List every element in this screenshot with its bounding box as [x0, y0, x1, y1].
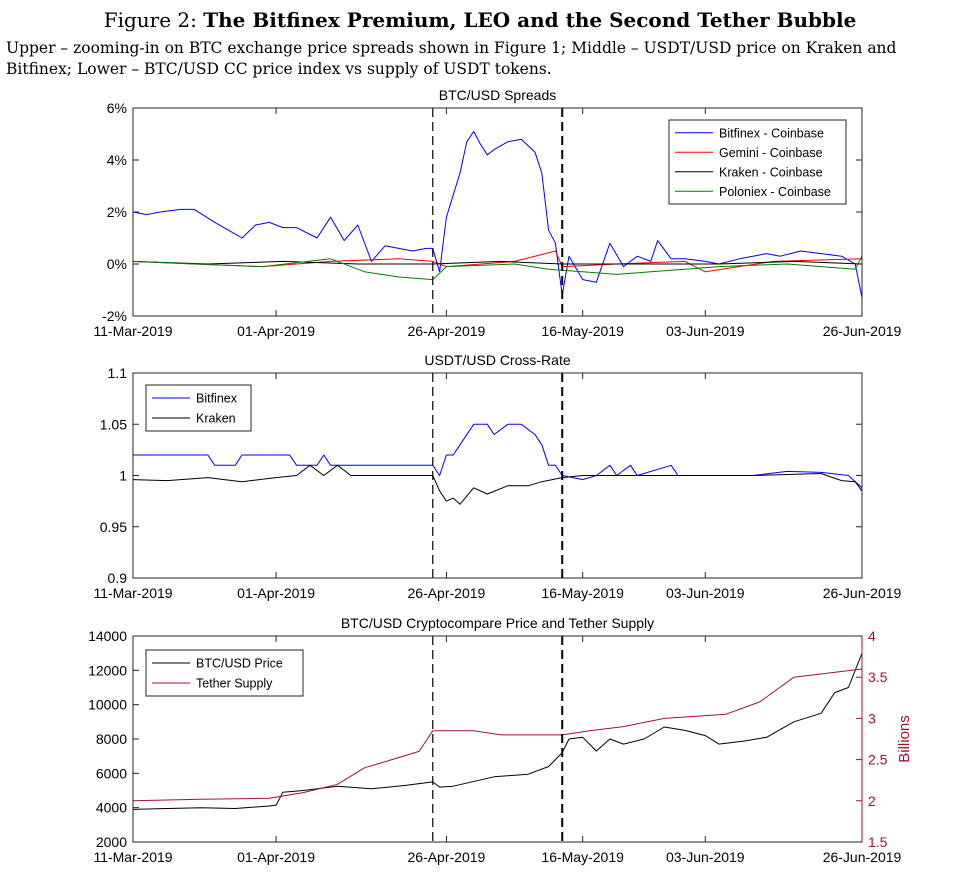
y-tick-label: 0.95: [100, 519, 127, 535]
figure-title: Figure 2: The Bitfinex Premium, LEO and …: [0, 8, 960, 32]
series-line-2-2: [133, 464, 862, 505]
chart-title-1: BTC/USD Spreads: [439, 87, 556, 103]
figure-label: Figure 2:: [103, 8, 197, 32]
y2-tick-label: 2.5: [868, 752, 888, 768]
x-tick-label: 26-Apr-2019: [407, 849, 485, 865]
y-tick-label: 12000: [88, 662, 127, 678]
figure-title-text: The Bitfinex Premium, LEO and the Second…: [203, 8, 857, 32]
y-tick-label: 0%: [107, 256, 127, 272]
y-tick-label: 1.1: [108, 365, 128, 381]
x-tick-label: 01-Apr-2019: [237, 585, 315, 601]
y2-tick-label: 4: [868, 628, 876, 644]
x-tick-label: 16-May-2019: [541, 323, 624, 339]
y-tick-label: 8000: [96, 731, 127, 747]
y-tick-label: 0.9: [108, 570, 128, 586]
y-tick-label: 10000: [88, 697, 127, 713]
legend-label: Bitfinex - Coinbase: [719, 126, 824, 140]
x-tick-label: 03-Jun-2019: [666, 849, 745, 865]
y-tick-label: 4000: [96, 800, 127, 816]
x-tick-label: 03-Jun-2019: [666, 585, 745, 601]
legend-label: BTC/USD Price: [196, 657, 283, 671]
chart-title-3: BTC/USD Cryptocompare Price and Tether S…: [341, 615, 654, 631]
y-tick-label: 2000: [96, 834, 127, 850]
series-line-1-1: [133, 130, 862, 298]
x-tick-label: 16-May-2019: [541, 849, 624, 865]
y-tick-label: 14000: [88, 628, 127, 644]
x-tick-label: 26-Jun-2019: [823, 585, 902, 601]
figure-caption: Upper – zooming-in on BTC exchange price…: [6, 39, 897, 78]
y2-tick-label: 2: [868, 793, 876, 809]
y-tick-label: 1: [119, 468, 127, 484]
y2-axis-label: Billions: [896, 715, 913, 763]
x-tick-label: 01-Apr-2019: [237, 849, 315, 865]
y-tick-label: 6000: [96, 765, 127, 781]
legend-label: Poloniex - Coinbase: [719, 185, 831, 199]
x-tick-label: 01-Apr-2019: [237, 323, 315, 339]
legend-label: Kraken - Coinbase: [719, 165, 823, 179]
legend-box-2: [145, 384, 252, 432]
x-tick-label: 26-Jun-2019: [823, 323, 902, 339]
y-tick-label: -2%: [102, 308, 127, 324]
y-tick-label: 4%: [107, 152, 127, 168]
legend-label: Tether Supply: [196, 677, 273, 691]
x-tick-label: 26-Apr-2019: [407, 323, 485, 339]
legend-label: Gemini - Coinbase: [719, 146, 823, 160]
x-tick-label: 16-May-2019: [541, 585, 624, 601]
chart-title-2: USDT/USD Cross-Rate: [424, 352, 570, 368]
axes-box-2: [132, 372, 863, 579]
series-line-2-1: [133, 423, 862, 489]
series-line-3-2: [133, 668, 862, 802]
x-tick-label: 26-Jun-2019: [823, 849, 902, 865]
y2-tick-label: 1.5: [868, 834, 888, 850]
series-line-1-3: [133, 260, 862, 265]
legend-label: Kraken: [196, 412, 236, 426]
axes-box-1: [132, 107, 863, 317]
series-line-1-4: [133, 255, 862, 281]
y2-tick-label: 3.5: [868, 669, 888, 685]
x-tick-label: 03-Jun-2019: [666, 323, 745, 339]
legend-box-1: [668, 119, 847, 205]
y-tick-label: 6%: [107, 100, 127, 116]
series-line-3-1: [133, 653, 862, 810]
legend-label: Bitfinex: [196, 392, 238, 406]
legend-box-3: [145, 649, 304, 697]
x-tick-label: 26-Apr-2019: [407, 585, 485, 601]
y-tick-label: 2%: [107, 204, 127, 220]
x-tick-label: 11-Mar-2019: [93, 323, 172, 339]
y2-tick-label: 3: [868, 710, 876, 726]
x-tick-label: 11-Mar-2019: [93, 585, 172, 601]
y-tick-label: 1.05: [100, 416, 127, 432]
x-tick-label: 11-Mar-2019: [93, 849, 172, 865]
